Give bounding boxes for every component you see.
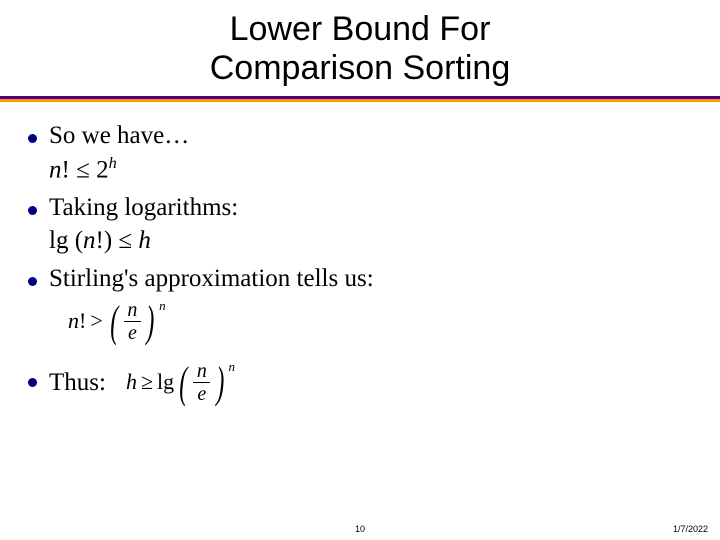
denominator: e [193,382,210,404]
var-n: n [68,308,79,334]
excl: ! [79,308,86,334]
lg-text: lg [157,369,174,395]
exponent: n [159,298,166,314]
var-n: n [83,227,96,254]
fraction: n e [193,361,211,404]
fraction: n e [123,300,141,343]
slide-title: Lower Bound For Comparison Sorting [0,0,720,88]
lg-open: lg ( [49,227,83,254]
bullet-3-text: Stirling's approximation tells us: [49,263,374,294]
bullet-icon [28,134,37,143]
bullet-3: Stirling's approximation tells us: [28,263,692,294]
title-rule [0,96,720,102]
bullet-2-formula: lg (n!) ≤ h [49,225,692,256]
bullet-icon [28,277,37,286]
var-h: h [138,227,151,254]
bullet-2: Taking logarithms: [28,192,692,223]
title-line-1: Lower Bound For [230,10,491,48]
thus-formula: h ≥ lg ( n e ) n [126,361,235,404]
rule-orange [0,99,720,102]
gt-symbol: > [90,308,102,334]
bullet-icon [28,206,37,215]
bullet-icon [28,378,37,387]
denominator: e [124,321,141,343]
numerator: n [123,300,141,321]
exponent: n [228,359,235,375]
bullet-1-formula: n! ≤ 2h [49,153,692,186]
var-n: n [49,157,62,184]
paren-right: ) [147,304,155,339]
paren-right: ) [216,365,224,400]
close-le: !) ≤ [96,227,139,254]
bullet-4-text: Thus: [49,367,106,398]
bullet-2-text: Taking logarithms: [49,192,238,223]
paren-block: ( n e ) n [176,361,235,404]
bullet-1: So we have… [28,120,692,151]
paren-block: ( n e ) n [107,300,166,343]
paren-left: ( [110,304,118,339]
bullet-1-text: So we have… [49,120,189,151]
paren-left: ( [179,365,187,400]
exp-h: h [109,154,117,172]
ge-symbol: ≥ [141,369,153,395]
base-2: 2 [96,157,109,184]
page-number: 10 [355,524,365,534]
stirling-formula: n! > ( n e ) n [68,300,692,343]
var-h: h [126,369,137,395]
content-area: So we have… n! ≤ 2h Taking logarithms: l… [0,102,720,404]
bullet-4: Thus: h ≥ lg ( n e ) n [28,361,692,404]
numerator: n [193,361,211,382]
excl: ! [62,157,70,184]
title-line-2: Comparison Sorting [210,49,510,87]
footer-date: 1/7/2022 [673,524,708,534]
le-symbol: ≤ [76,157,90,184]
